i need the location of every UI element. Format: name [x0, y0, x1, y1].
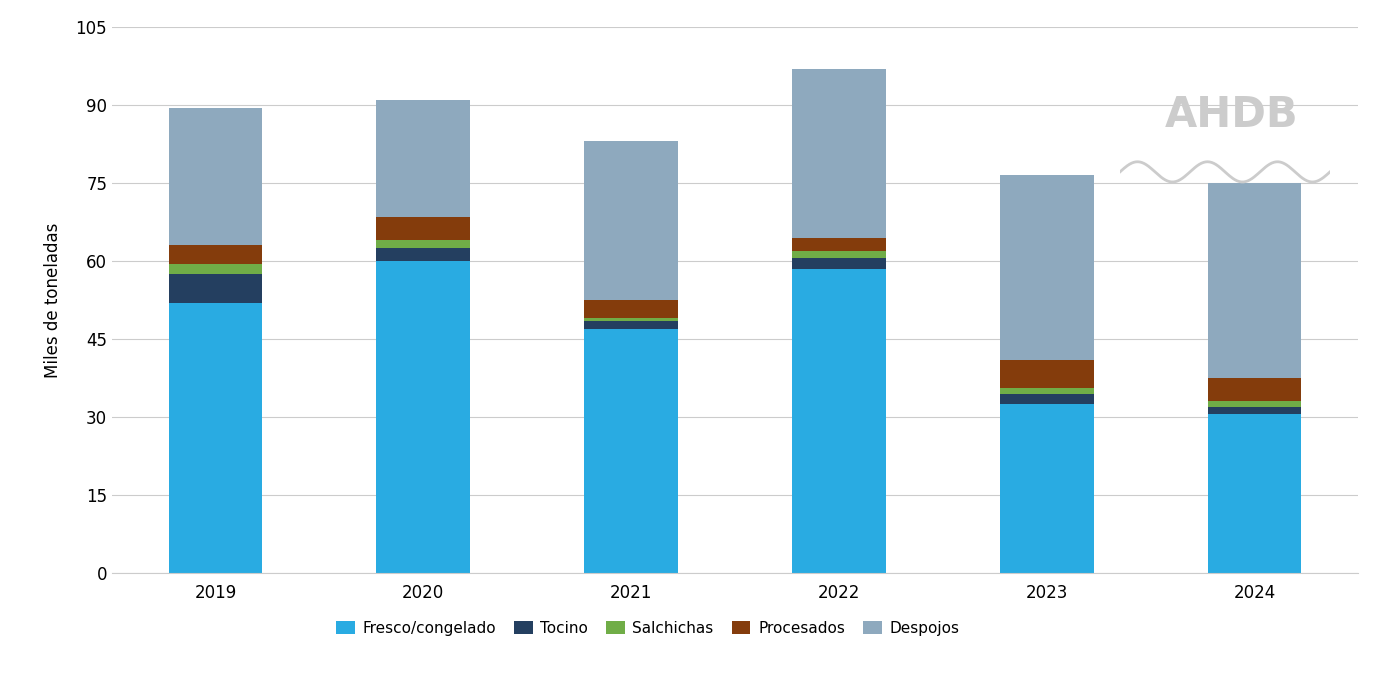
Bar [1208, 378, 1302, 401]
Bar [377, 100, 470, 217]
Bar [1000, 404, 1093, 573]
Bar [168, 264, 262, 274]
Bar [168, 108, 262, 245]
Bar [584, 318, 678, 321]
Bar [1208, 183, 1302, 378]
Bar [377, 240, 470, 248]
Bar [792, 237, 886, 251]
Text: AHDB: AHDB [1165, 94, 1299, 135]
Bar [1000, 394, 1093, 404]
Bar [792, 269, 886, 573]
Bar [1208, 406, 1302, 415]
Bar [584, 321, 678, 328]
Bar [168, 274, 262, 303]
Bar [1000, 175, 1093, 360]
Bar [792, 69, 886, 237]
Bar [1208, 415, 1302, 573]
Bar [584, 300, 678, 318]
Bar [377, 217, 470, 240]
Bar [584, 142, 678, 300]
Bar [377, 248, 470, 261]
Bar [1000, 388, 1093, 394]
Bar [792, 258, 886, 269]
Bar [168, 303, 262, 573]
Bar [1208, 401, 1302, 406]
Y-axis label: Miles de toneladas: Miles de toneladas [43, 222, 62, 377]
Bar [792, 251, 886, 258]
Legend: Fresco/congelado, Tocino, Salchichas, Procesados, Despojos: Fresco/congelado, Tocino, Salchichas, Pr… [330, 615, 966, 642]
Bar [584, 328, 678, 573]
Bar [168, 245, 262, 264]
Bar [377, 261, 470, 573]
Bar [1000, 360, 1093, 388]
